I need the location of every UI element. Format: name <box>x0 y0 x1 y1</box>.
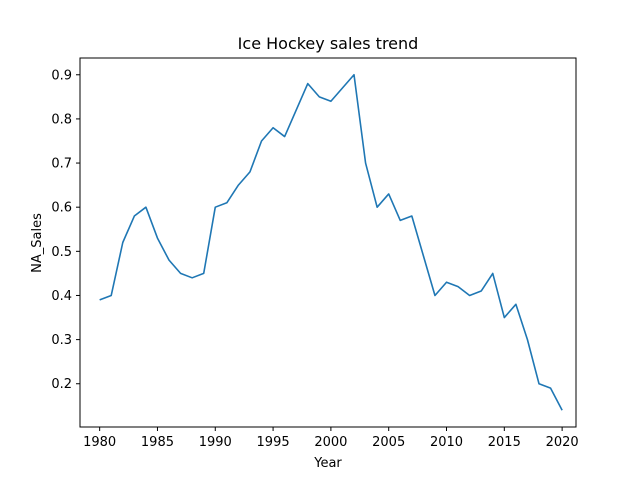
x-tick-label: 2015 <box>488 435 521 450</box>
x-tick-label: 1980 <box>83 435 116 450</box>
y-axis: 0.2 0.3 0.4 0.5 0.6 0.7 0.8 0.9 <box>51 68 80 392</box>
x-tick-label: 2005 <box>372 435 405 450</box>
y-tick-label: 0.3 <box>51 333 72 348</box>
y-tick-label: 0.2 <box>51 377 72 392</box>
plot-area <box>99 73 563 411</box>
x-tick-label: 2000 <box>314 435 347 450</box>
x-axis-label: Year <box>313 456 342 471</box>
x-tick-label: 1995 <box>257 435 290 450</box>
y-tick-label: 0.9 <box>51 68 72 83</box>
x-tick-label: 2020 <box>546 435 579 450</box>
plot-frame <box>79 57 577 428</box>
x-tick-label: 1990 <box>199 435 232 450</box>
x-tick-label: 1985 <box>141 435 174 450</box>
y-tick-label: 0.7 <box>51 157 72 172</box>
y-tick-label: 0.5 <box>51 245 72 260</box>
y-axis-label: NA_Sales <box>30 213 45 273</box>
y-tick-label: 0.4 <box>51 289 72 304</box>
y-tick-label: 0.6 <box>51 201 72 216</box>
x-tick-label: 2010 <box>430 435 463 450</box>
series-line <box>99 73 563 411</box>
chart-title: Ice Hockey sales trend <box>238 34 419 53</box>
y-tick-label: 0.8 <box>51 112 72 127</box>
x-axis: 1980 1985 1990 1995 2000 2005 2010 2015 2020 <box>83 427 579 450</box>
